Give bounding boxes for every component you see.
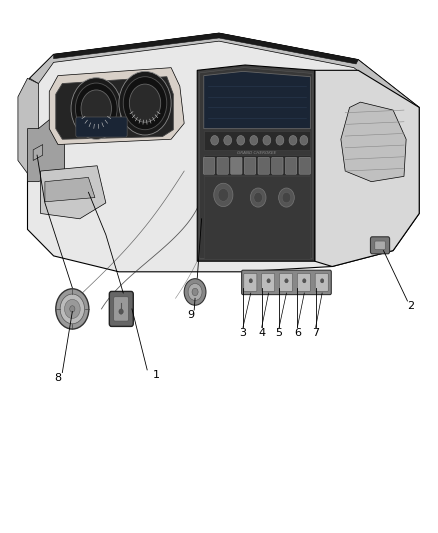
Polygon shape <box>315 70 419 266</box>
Text: 9: 9 <box>187 310 194 320</box>
Polygon shape <box>30 33 419 113</box>
FancyBboxPatch shape <box>261 273 275 292</box>
Circle shape <box>276 135 284 145</box>
Circle shape <box>263 135 271 145</box>
Circle shape <box>75 83 117 134</box>
FancyBboxPatch shape <box>244 273 257 292</box>
FancyBboxPatch shape <box>371 237 390 254</box>
Polygon shape <box>341 102 406 182</box>
Polygon shape <box>204 155 311 175</box>
FancyBboxPatch shape <box>203 157 215 174</box>
Circle shape <box>218 189 229 201</box>
Text: 2: 2 <box>407 301 414 311</box>
Text: GRAND CHEROKEE: GRAND CHEROKEE <box>237 150 276 155</box>
FancyBboxPatch shape <box>76 117 127 137</box>
Polygon shape <box>45 177 95 202</box>
FancyBboxPatch shape <box>258 157 269 174</box>
FancyBboxPatch shape <box>297 273 311 292</box>
FancyBboxPatch shape <box>315 273 328 292</box>
Circle shape <box>254 192 262 203</box>
Polygon shape <box>56 77 173 139</box>
Circle shape <box>60 294 85 324</box>
Circle shape <box>192 288 198 296</box>
Text: 1: 1 <box>152 370 159 380</box>
Polygon shape <box>28 33 419 272</box>
Circle shape <box>250 135 258 145</box>
Polygon shape <box>28 108 64 182</box>
Polygon shape <box>204 71 311 128</box>
Polygon shape <box>197 65 315 261</box>
FancyBboxPatch shape <box>217 157 228 174</box>
Circle shape <box>70 306 75 312</box>
Circle shape <box>71 78 121 139</box>
Circle shape <box>188 284 202 301</box>
Polygon shape <box>49 68 184 144</box>
Polygon shape <box>53 33 358 64</box>
FancyBboxPatch shape <box>286 157 297 174</box>
Circle shape <box>184 279 206 305</box>
Polygon shape <box>204 176 311 259</box>
Circle shape <box>285 279 288 283</box>
Circle shape <box>211 135 219 145</box>
Circle shape <box>282 192 291 203</box>
FancyBboxPatch shape <box>114 297 128 321</box>
Text: 7: 7 <box>312 328 319 338</box>
Circle shape <box>56 289 89 329</box>
FancyBboxPatch shape <box>272 157 283 174</box>
Circle shape <box>64 300 80 318</box>
Polygon shape <box>18 78 39 176</box>
FancyBboxPatch shape <box>375 241 385 249</box>
Circle shape <box>267 279 270 283</box>
Circle shape <box>119 309 123 314</box>
Polygon shape <box>199 68 313 259</box>
Circle shape <box>214 183 233 207</box>
Circle shape <box>224 135 232 145</box>
Text: 4: 4 <box>258 328 265 338</box>
Text: 5: 5 <box>276 328 283 338</box>
Circle shape <box>279 188 294 207</box>
Circle shape <box>119 71 171 135</box>
Circle shape <box>237 135 245 145</box>
Text: 8: 8 <box>54 373 61 383</box>
Text: 3: 3 <box>240 328 247 338</box>
Circle shape <box>129 84 161 122</box>
FancyBboxPatch shape <box>231 157 242 174</box>
Circle shape <box>81 90 112 127</box>
FancyBboxPatch shape <box>244 157 256 174</box>
Circle shape <box>303 279 306 283</box>
FancyBboxPatch shape <box>299 157 311 174</box>
Circle shape <box>249 279 253 283</box>
Polygon shape <box>41 166 106 219</box>
Circle shape <box>289 135 297 145</box>
Polygon shape <box>204 131 311 150</box>
FancyBboxPatch shape <box>110 292 133 326</box>
Polygon shape <box>33 144 43 160</box>
Circle shape <box>321 279 324 283</box>
Circle shape <box>123 77 167 130</box>
FancyBboxPatch shape <box>279 273 293 292</box>
Circle shape <box>251 188 266 207</box>
Circle shape <box>300 135 308 145</box>
Text: 6: 6 <box>294 328 301 338</box>
FancyBboxPatch shape <box>242 270 331 295</box>
